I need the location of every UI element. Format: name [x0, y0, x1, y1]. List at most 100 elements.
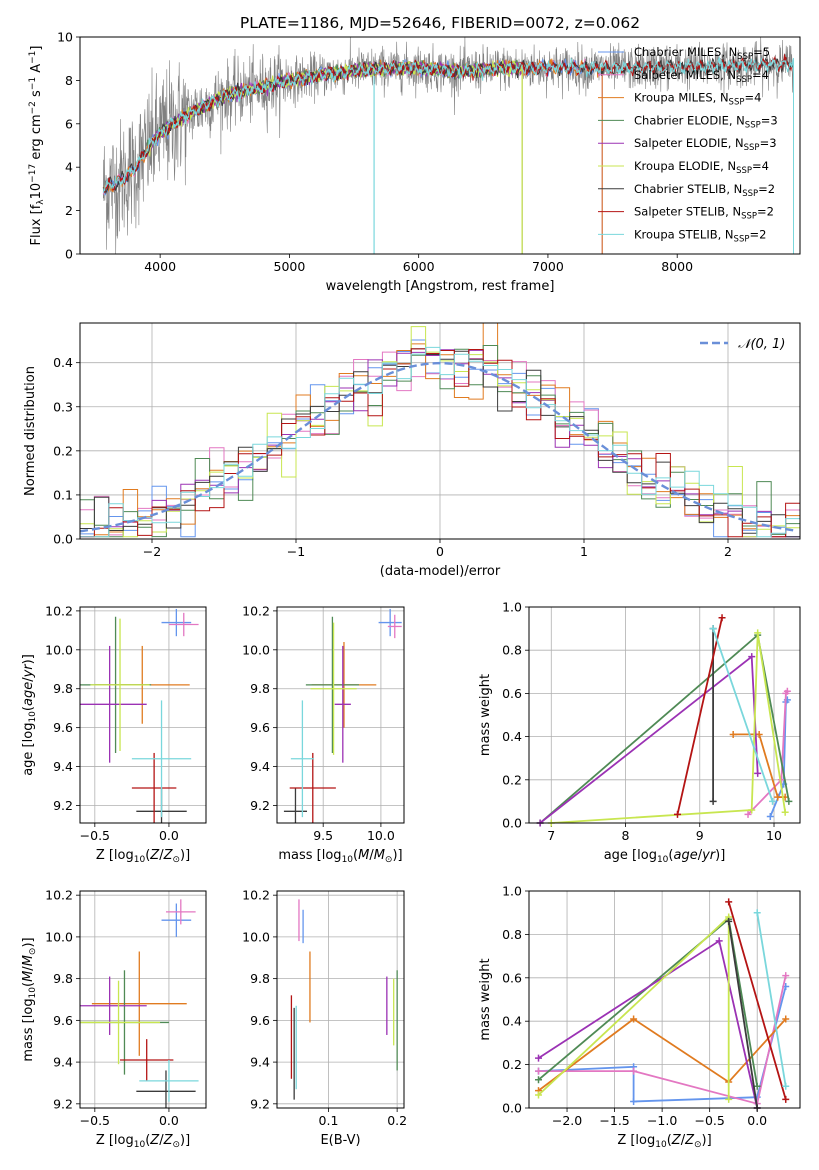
y-tick-label: 0.8	[502, 927, 522, 942]
weight-marker	[748, 806, 756, 814]
y-tick-label: 4	[65, 160, 73, 175]
y-axis-label: mass weight	[478, 674, 493, 756]
model-spectrum-line	[102, 54, 794, 254]
y-axis-label: Normed distribution	[23, 366, 38, 496]
y-tick-label: 9.6	[53, 1013, 73, 1028]
legend-label: Salpeter STELIB, NSSP=2	[634, 205, 774, 222]
x-axis-label: age [log10(age/yr)]	[604, 848, 726, 865]
y-tick-label: 9.8	[53, 971, 73, 986]
y-tick-label: 0.3	[53, 399, 73, 414]
weight-marker	[782, 1082, 790, 1090]
x-tick-label: −0.5	[694, 1113, 724, 1128]
chart-title: PLATE=1186, MJD=52646, FIBERID=0072, z=0…	[240, 14, 640, 32]
weight-line	[539, 654, 759, 823]
weight-marker	[782, 1015, 790, 1023]
x-tick-label: 10.0	[367, 828, 395, 843]
y-tick-label: 0.1	[53, 487, 73, 502]
x-axis-label: E(B-V)	[320, 1133, 360, 1148]
weight-marker	[673, 810, 681, 818]
x-axis-label: mass [log10(M/M⊙)]	[278, 848, 402, 865]
x-tick-label: −0.5	[80, 828, 110, 843]
model-spectrum-line	[146, 59, 523, 254]
y-tick-label: 9.4	[53, 759, 73, 774]
x-axis-label: (data-model)/error	[380, 564, 501, 579]
mass-vs-z-panel: −0.5 0.0 9.2 9.4 9.6 9.8 10.0 10.2 Z [log10(Z/Z⊙…	[21, 888, 207, 1150]
y-tick-label: 9.2	[53, 798, 73, 813]
y-tick-label: 9.4	[250, 1055, 270, 1070]
weight-marker	[729, 730, 737, 738]
y-tick-label: 0	[65, 247, 73, 262]
y-tick-label: 9.2	[53, 1096, 73, 1111]
legend-label: Chabrier STELIB, NSSP=2	[634, 182, 775, 199]
weight-marker	[535, 1054, 543, 1062]
age-vs-mass-panel: 9.5 10.0 9.2 9.4 9.6 9.8 10.0 10.2 mass [log10(M…	[242, 603, 405, 865]
legend-label: Salpeter MILES, NSSP=4	[634, 68, 769, 85]
y-tick-label: 10	[57, 30, 73, 45]
weight-marker	[630, 1015, 638, 1023]
x-tick-label: 9.5	[313, 828, 333, 843]
legend-label: Salpeter ELODIE, NSSP=3	[634, 136, 777, 153]
histogram-step-line	[80, 346, 800, 538]
legend-label: Chabrier ELODIE, NSSP=3	[634, 113, 778, 130]
weight-marker	[755, 730, 763, 738]
weight-marker	[718, 614, 726, 622]
y-tick-label: 10.2	[242, 888, 270, 903]
weight-marker	[754, 769, 762, 777]
weight-marker	[766, 813, 774, 821]
weight-marker	[709, 625, 717, 633]
x-tick-label: 0.0	[159, 1113, 179, 1128]
y-tick-label: 10.2	[45, 603, 73, 618]
weight-marker	[709, 797, 717, 805]
axes-frame	[276, 606, 405, 824]
model-spectrum-line	[146, 59, 523, 254]
y-tick-label: 0.4	[502, 1014, 522, 1029]
x-axis-label: Z [log10(Z/Z⊙)]	[96, 848, 190, 865]
y-tick-label: 9.2	[250, 1096, 270, 1111]
x-tick-label: 0.2	[387, 1113, 407, 1128]
x-axis-label: Z [log10(Z/Z⊙)]	[617, 1133, 711, 1150]
y-tick-label: 10.0	[45, 929, 73, 944]
y-tick-label: 1.0	[502, 600, 522, 615]
weight-line	[727, 921, 759, 1108]
spectrum-panel: 4000 5000 6000 7000 8000 0 2 4 6 8 10 wavelength [A…	[28, 14, 801, 294]
age-vs-z-panel: −0.5 0.0 9.2 9.4 9.6 9.8 10.0 10.2 Z [log10(Z/Z⊙…	[21, 603, 207, 865]
model-spectrum-line	[102, 55, 794, 254]
legend-label: Kroupa MILES, NSSP=4	[634, 91, 761, 108]
y-tick-label: 0.4	[53, 355, 73, 370]
y-tick-label: 2	[65, 203, 73, 218]
y-tick-label: 0.2	[502, 1057, 522, 1072]
axes-frame	[79, 606, 207, 824]
x-tick-label: 4000	[144, 259, 176, 274]
y-tick-label: 9.8	[53, 681, 73, 696]
x-tick-label: 9	[696, 828, 704, 843]
x-tick-label: 10	[766, 828, 782, 843]
weight-marker	[769, 797, 777, 805]
x-tick-label: 0	[436, 544, 444, 559]
y-tick-label: 0.0	[502, 1101, 522, 1116]
weight-marker	[715, 937, 723, 945]
weight-marker	[630, 1097, 638, 1105]
y-tick-label: 0.6	[502, 686, 522, 701]
y-tick-label: 0.0	[53, 532, 73, 547]
weight-marker	[785, 797, 793, 805]
axes-frame	[79, 890, 207, 1109]
y-tick-label: 8	[65, 73, 73, 88]
legend-label: Kroupa STELIB, NSSP=2	[634, 227, 766, 244]
weight-line	[537, 1017, 787, 1092]
weight-marker	[781, 808, 789, 816]
y-tick-label: 9.6	[250, 720, 270, 735]
weight-marker	[744, 810, 752, 818]
y-tick-label: 10.0	[242, 929, 270, 944]
weight-marker	[535, 1067, 543, 1075]
axes-frame	[528, 606, 801, 824]
y-tick-label: 1.0	[502, 884, 522, 899]
axes-frame	[79, 36, 801, 255]
x-tick-label: −1	[287, 544, 305, 559]
mass-vs-ebv-panel: 0.1 0.2 9.2 9.4 9.6 9.8 10.0 10.2 E(B-V)	[242, 888, 407, 1148]
x-tick-label: 8000	[661, 259, 693, 274]
weight-line	[756, 912, 787, 1087]
y-tick-label: 0.4	[502, 729, 522, 744]
weight-marker	[725, 898, 733, 906]
y-tick-label: 9.4	[53, 1055, 73, 1070]
y-tick-label: 0.2	[53, 443, 73, 458]
